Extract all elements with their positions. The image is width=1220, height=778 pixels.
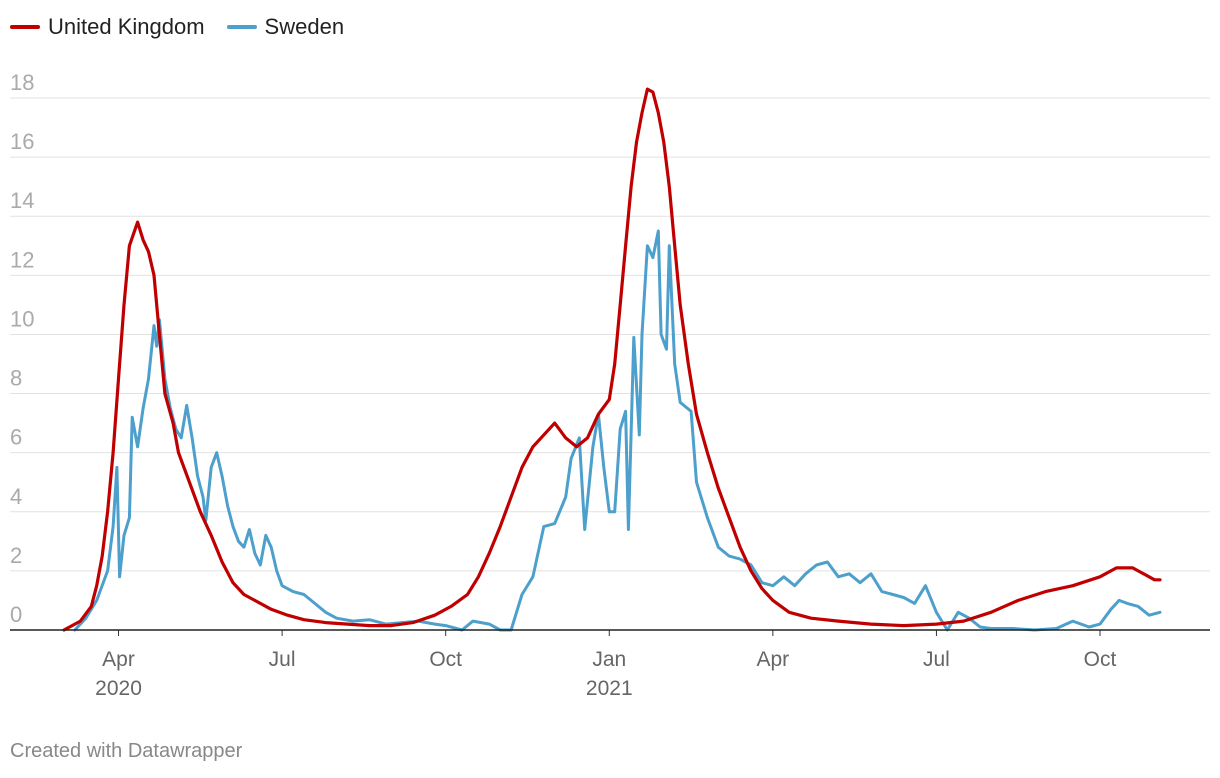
legend: United Kingdom Sweden: [10, 14, 344, 40]
y-tick-label: 0: [10, 602, 22, 627]
x-tick-label: Jan: [592, 648, 626, 671]
y-tick-label: 18: [10, 70, 34, 95]
x-tick-label: Apr: [102, 648, 135, 671]
y-tick-label: 2: [10, 543, 22, 568]
y-tick-label: 4: [10, 484, 22, 509]
legend-item-sweden: Sweden: [226, 14, 345, 40]
y-tick-label: 12: [10, 247, 34, 272]
x-tick-label: Jul: [269, 648, 296, 671]
y-tick-label: 14: [10, 188, 34, 213]
x-tick-label: Oct: [429, 648, 462, 671]
legend-label-united-kingdom: United Kingdom: [48, 14, 205, 39]
legend-label-sweden: Sweden: [264, 14, 345, 39]
series-line-sweden: [73, 229, 1162, 632]
x-tick-year-label: 2020: [95, 677, 142, 700]
x-tick-year-label: 2021: [586, 677, 633, 700]
legend-swatch-sweden: [226, 25, 257, 29]
x-tick-label: Jul: [923, 648, 950, 671]
y-tick-label: 16: [10, 129, 34, 154]
legend-swatch-united-kingdom: [10, 25, 40, 29]
y-tick-label: 10: [10, 306, 34, 331]
x-tick-label: Oct: [1084, 648, 1117, 671]
footer-credit: Created with Datawrapper: [10, 740, 243, 762]
series-line-united-kingdom: [62, 87, 1162, 632]
y-tick-label: 6: [10, 425, 22, 450]
y-tick-label: 8: [10, 366, 22, 391]
legend-item-united-kingdom: United Kingdom: [10, 14, 205, 40]
line-chart: 0 2 4 6 8 10 12 14 16 18 Apr 2020 Jul Oct Jan 2021 Apr Ju…: [10, 70, 1210, 700]
x-tick-label: Apr: [757, 648, 790, 671]
